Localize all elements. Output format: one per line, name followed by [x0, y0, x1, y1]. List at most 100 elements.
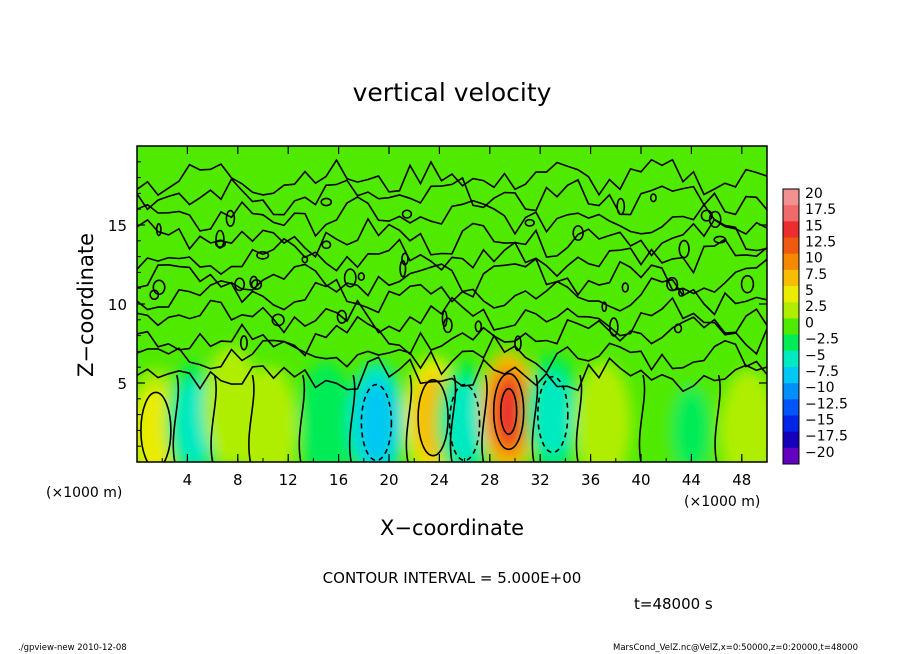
contour-loop [225, 209, 236, 227]
colorbar-label: 15 [805, 218, 823, 234]
contour-loop [152, 279, 166, 296]
colorbar-swatch [783, 269, 799, 287]
x-tick-label: 48 [732, 471, 751, 489]
contour-line [137, 176, 767, 216]
velocity-cell-core [249, 384, 289, 462]
contour-loop [740, 274, 755, 294]
velocity-cell-core [306, 379, 346, 462]
velocity-cell-core [174, 379, 214, 462]
contour-ring [492, 372, 525, 451]
contour-loop [320, 197, 333, 207]
colorbar-label: −15 [805, 412, 835, 428]
cell-blobs [137, 346, 767, 462]
footer-left: ./gpview-new 2010-12-08 [18, 643, 127, 653]
contour-boundary [405, 374, 413, 462]
contour-boundary [531, 374, 539, 462]
colorbar-label: 10 [805, 251, 823, 267]
colorbar-label: 5 [805, 283, 814, 299]
contour-loop [678, 288, 685, 297]
colorbar-swatch [783, 302, 799, 319]
contour-loop [601, 301, 608, 313]
x-axis: 4 8 12 16 20 24 28 32 36 40 44 48 [161, 146, 751, 489]
colorbar-label: 2.5 [805, 299, 827, 315]
contour-ring [360, 383, 393, 462]
velocity-cell-core [583, 379, 623, 462]
contour-loop [155, 222, 162, 237]
x-tick-label: 36 [581, 471, 600, 489]
contour-boundary [575, 374, 583, 462]
velocity-cell-core [533, 371, 573, 458]
y-tick-label: 10 [108, 296, 127, 314]
contour-boundary [172, 374, 180, 462]
contour-loop [401, 252, 409, 266]
colorbar-swatch [783, 318, 799, 336]
contour-loop [250, 279, 263, 290]
x-tick-label: 44 [682, 471, 701, 489]
contour-loop [524, 218, 535, 227]
velocity-cell-peak [498, 383, 520, 440]
contour-loop [399, 259, 407, 278]
x-tick-label: 24 [430, 471, 449, 489]
contour-loop [343, 268, 357, 288]
contour-loop [673, 323, 683, 334]
contour-line [137, 334, 767, 376]
colorbar-swatch [783, 399, 799, 416]
colorbar-swatch [783, 415, 799, 433]
colorbar-swatch [783, 447, 799, 465]
contour-loop [514, 335, 522, 352]
x-unit-left: (×1000 m) [46, 485, 122, 501]
colorbar: 2017.51512.5107.552.50−2.5−5−7.5−10−12.5… [782, 186, 848, 465]
contour-loop [700, 209, 713, 222]
contour-loop [239, 335, 248, 351]
colorbar-label: −5 [805, 348, 826, 364]
contour-line [137, 356, 767, 393]
colorbar-label: −17.5 [805, 429, 848, 445]
contour-line [137, 196, 767, 238]
contour-loop [621, 282, 629, 293]
colorbar-swatch [783, 253, 799, 271]
contour-loop [234, 277, 246, 292]
colorbar-label: 7.5 [805, 267, 827, 283]
y-tick-label: 15 [108, 217, 127, 235]
contour-ring [537, 375, 569, 454]
contour-loop [336, 309, 348, 324]
colorbar-swatch [783, 350, 799, 368]
contour-loop [666, 276, 679, 292]
contour-boundary [638, 374, 646, 462]
contour-line [137, 217, 767, 259]
x-tick-label: 28 [480, 471, 499, 489]
velocity-cell-core [137, 387, 176, 462]
x-tick-label: 40 [631, 471, 650, 489]
contour-loop [608, 317, 619, 337]
velocity-cell-core [672, 387, 711, 462]
contour-boundary [481, 374, 488, 462]
x-tick-label: 12 [279, 471, 298, 489]
colorbar-swatch [783, 221, 799, 239]
colorbar-swatch [783, 366, 799, 384]
plot-area [136, 145, 768, 463]
contour-loop [649, 193, 657, 203]
contour-lines [137, 158, 767, 462]
colorbar-swatch [783, 189, 799, 206]
contour-loop [271, 313, 285, 327]
contour-loop [401, 209, 413, 219]
time-label: t=48000 s [634, 595, 713, 613]
contour-loop [474, 320, 483, 333]
velocity-field [137, 346, 767, 462]
colorbar-label: −20 [805, 445, 835, 461]
contour-line [137, 158, 767, 197]
colorbar-swatch [783, 205, 799, 222]
contour-boundary [714, 374, 721, 462]
contour-loop [616, 197, 626, 216]
contour-loop [301, 255, 309, 264]
contour-line [137, 237, 767, 278]
colorbar-swatch [783, 286, 799, 303]
x-tick-label: 8 [233, 471, 243, 489]
contour-loop [572, 225, 584, 241]
contour-loop [713, 235, 727, 244]
contour-loop [678, 239, 690, 259]
contour-boundary [248, 374, 255, 462]
colorbar-label: 17.5 [805, 202, 836, 218]
y-axis: 5 10 15 [108, 161, 767, 447]
